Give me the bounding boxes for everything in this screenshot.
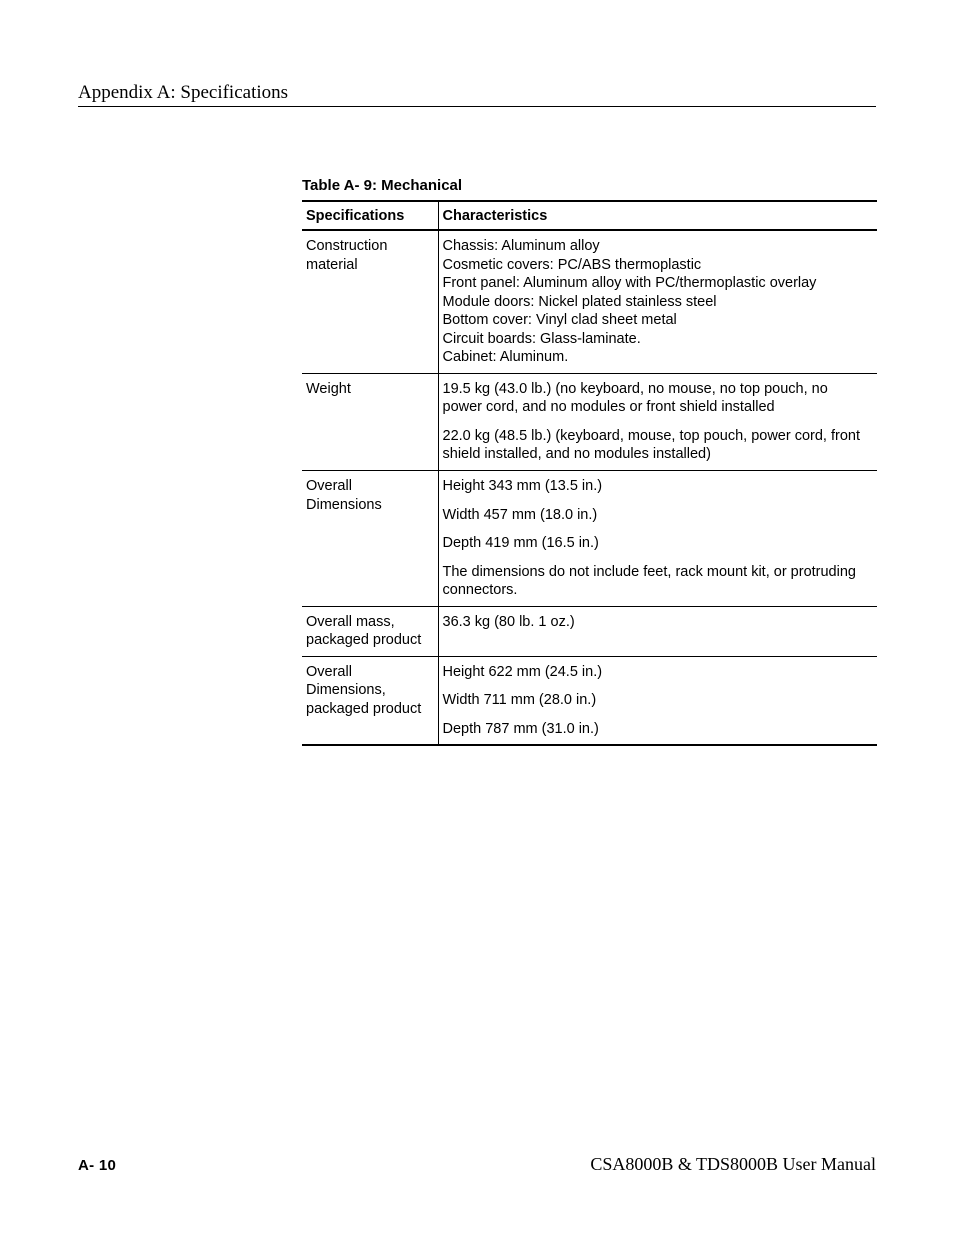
cell-char-paragraph: Height 343 mm (13.5 in.): [443, 477, 872, 496]
cell-char: Height 622 mm (24.5 in.) Width 711 mm (28…: [438, 656, 877, 745]
cell-spec: Weight: [302, 373, 438, 470]
cell-char-paragraph: 22.0 kg (48.5 lb.) (keyboard, mouse, top…: [443, 427, 872, 464]
cell-char-paragraph: Height 622 mm (24.5 in.): [443, 663, 872, 682]
header-divider: [78, 106, 876, 107]
cell-char-paragraph: 19.5 kg (43.0 lb.) (no keyboard, no mous…: [443, 380, 872, 417]
cell-char-paragraph: Depth 419 mm (16.5 in.): [443, 534, 872, 553]
page-header-title: Appendix A: Specifications: [78, 82, 876, 104]
cell-spec: Overall mass, packaged product: [302, 606, 438, 656]
page-footer: A- 10 CSA8000B & TDS8000B User Manual: [78, 1154, 876, 1175]
cell-char: 19.5 kg (43.0 lb.) (no keyboard, no mous…: [438, 373, 877, 470]
footer-page-number: A- 10: [78, 1157, 116, 1174]
cell-spec: Construction material: [302, 230, 438, 373]
table-row: Construction materialChassis: Aluminum a…: [302, 230, 877, 373]
cell-spec: Overall Dimensions: [302, 471, 438, 607]
col-header-char: Characteristics: [438, 201, 877, 230]
cell-char-paragraph: Width 711 mm (28.0 in.): [443, 691, 872, 710]
cell-char-paragraph: Chassis: Aluminum alloyCosmetic covers: …: [443, 237, 872, 367]
cell-char-paragraph: Width 457 mm (18.0 in.): [443, 506, 872, 525]
cell-char-paragraph: The dimensions do not include feet, rack…: [443, 563, 872, 600]
cell-char: Chassis: Aluminum alloyCosmetic covers: …: [438, 230, 877, 373]
cell-spec: Overall Dimensions, packaged product: [302, 656, 438, 745]
footer-doc-title: CSA8000B & TDS8000B User Manual: [590, 1154, 876, 1175]
table-row: Weight19.5 kg (43.0 lb.) (no keyboard, n…: [302, 373, 877, 470]
cell-char: 36.3 kg (80 lb. 1 oz.): [438, 606, 877, 656]
table-row: Overall Dimensions, packaged productHeig…: [302, 656, 877, 745]
cell-char-paragraph: Depth 787 mm (31.0 in.): [443, 720, 872, 739]
table-row: Overall mass, packaged product 36.3 kg (8…: [302, 606, 877, 656]
table-row: Overall DimensionsHeight 343 mm (13.5 in…: [302, 471, 877, 607]
cell-char-paragraph: 36.3 kg (80 lb. 1 oz.): [443, 613, 872, 632]
col-header-spec: Specifications: [302, 201, 438, 230]
table-caption: Table A- 9: Mechanical: [302, 177, 877, 194]
cell-char: Height 343 mm (13.5 in.) Width 457 mm (18…: [438, 471, 877, 607]
table-header-row: Specifications Characteristics: [302, 201, 877, 230]
mechanical-table: Specifications Characteristics Construct…: [302, 200, 877, 746]
